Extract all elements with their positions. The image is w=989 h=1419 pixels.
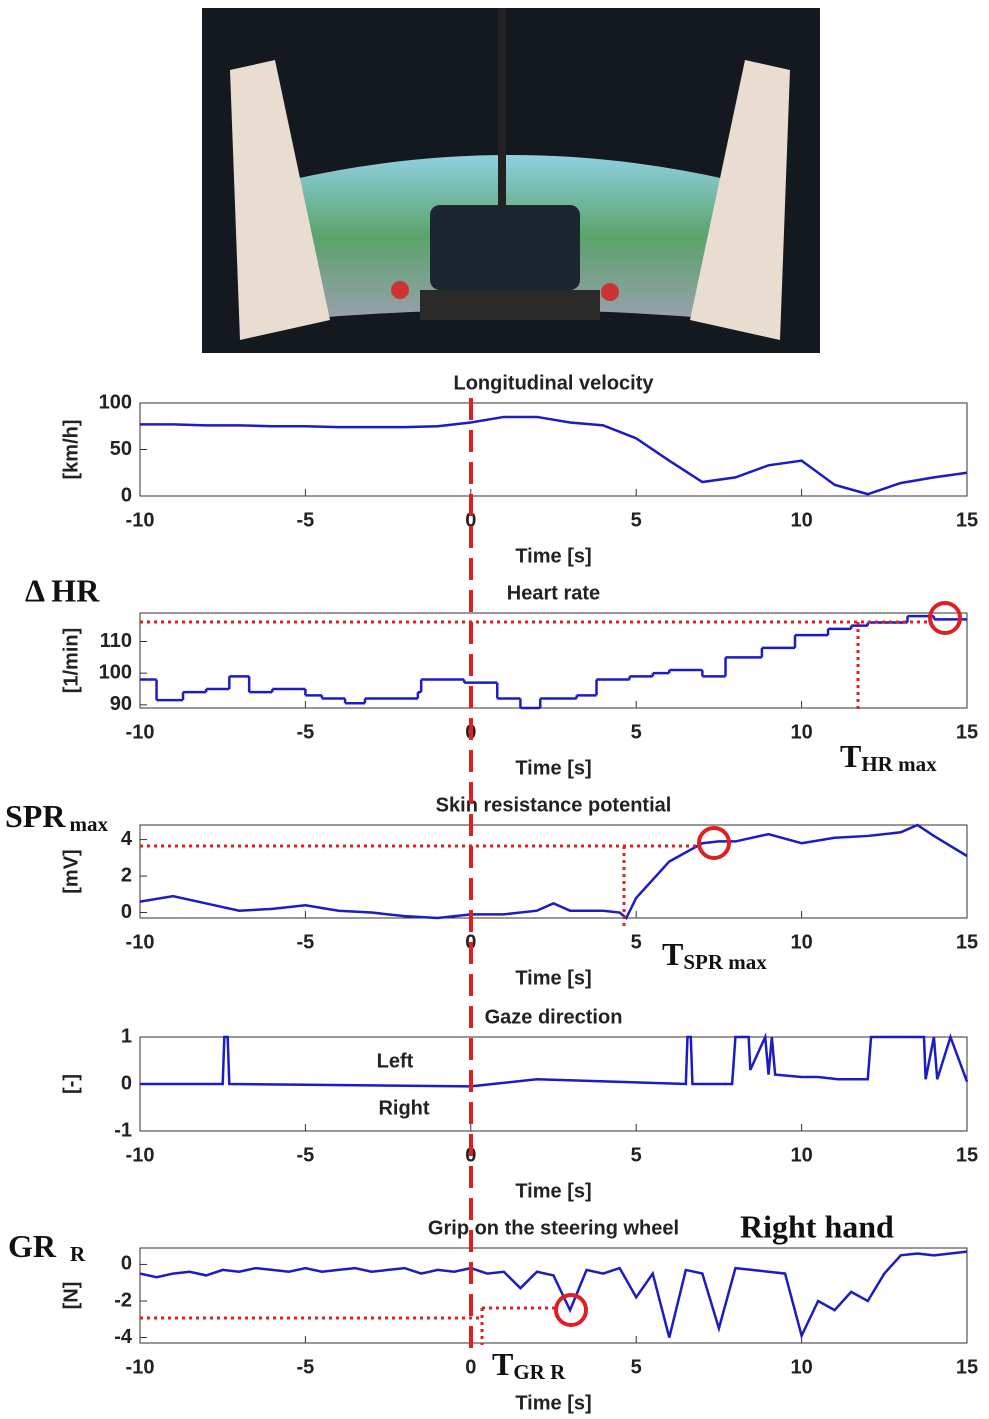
data-line [139,1250,968,1340]
x-tick-label: 5 [631,509,642,531]
chart: Grip on the steering wheel Time [s] [N] -10… [60,1217,978,1414]
chart: Skin resistance potential Time [s] [mV] -10… [60,794,978,989]
y-tick-label: 0 [121,1253,132,1275]
y-tick-label: 110 [100,630,132,652]
x-tick-label: 10 [790,721,812,743]
y-tick-label: 90 [110,693,132,715]
x-tick-label: -10 [126,1144,155,1166]
chart-title: Skin resistance potential [436,794,672,816]
plot-frame [139,402,968,497]
y-tick-label: -1 [114,1119,132,1141]
x-tick-label: 5 [631,721,642,743]
annotation: Right [378,1097,429,1119]
y-tick-label: 0 [121,901,132,923]
x-axis-label: Time [s] [515,757,591,779]
x-tick-label: 15 [956,1144,978,1166]
data-line [139,823,968,920]
y-tick-label: 0 [121,484,132,506]
x-axis-label: Time [s] [515,1392,591,1414]
plot-frame [139,612,968,709]
x-tick-label: 15 [956,721,978,743]
y-tick-label: 2 [121,864,132,886]
reference-lines [140,398,962,1352]
y-tick-label: 100 [99,391,132,413]
figure-label: Right hand [740,1208,894,1244]
figure-label: GR R [8,1228,86,1265]
y-tick-label: 1 [121,1025,132,1047]
y-tick-label: -2 [114,1289,132,1311]
x-tick-label: -5 [297,509,315,531]
x-tick-label: -5 [297,1144,315,1166]
x-tick-label: 10 [790,509,812,531]
figure-label: TGR R [492,1346,566,1383]
y-tick-label: 4 [121,828,133,850]
y-tick-label: 100 [99,661,132,683]
y-tick-label: 0 [121,1072,132,1094]
highlight-circle [928,601,962,635]
highlight-circle [697,826,731,860]
x-tick-label: 10 [790,1356,812,1378]
chart: Longitudinal velocity Time [s] [km/h] -10 -5… [60,372,978,567]
photo [202,8,820,353]
x-tick-label: 15 [956,1356,978,1378]
x-axis-label: Time [s] [515,967,591,989]
x-tick-label: -5 [297,931,315,953]
y-axis-label: [-] [60,1074,82,1094]
x-tick-label: 5 [631,931,642,953]
x-tick-label: 0 [465,1356,476,1378]
chart-title: Heart rate [507,582,600,604]
x-tick-label: 15 [956,509,978,531]
y-axis-label: [N] [60,1282,82,1310]
annotation: Left [377,1050,414,1072]
y-axis-label: [1/min] [60,628,82,694]
x-tick-label: -10 [126,721,155,743]
x-tick-label: 0 [465,509,476,531]
x-tick-label: 5 [631,1144,642,1166]
figure-label: THR max [840,738,937,775]
y-tick-label: -4 [114,1326,133,1348]
plot-frame [139,1247,968,1344]
x-axis-label: Time [s] [515,545,591,567]
data-line [140,1032,969,1088]
x-tick-label: -5 [297,1356,315,1378]
x-tick-label: -10 [126,931,155,953]
x-axis-label: Time [s] [515,1180,591,1202]
figure-label: TSPR max [662,936,767,973]
x-tick-label: 10 [790,931,812,953]
y-tick-label: 50 [110,438,132,460]
highlight-circle [554,1293,588,1327]
y-axis-label: [mV] [60,849,82,893]
chart-title: Longitudinal velocity [453,372,654,394]
y-axis-label: [km/h] [60,420,82,480]
x-tick-label: 5 [631,1356,642,1378]
chart-title: Gaze direction [485,1006,623,1028]
figure-label: SPR max [5,798,108,835]
data-line [140,415,968,496]
chart-title: Grip on the steering wheel [428,1217,679,1239]
x-tick-label: -10 [126,1356,155,1378]
x-tick-label: -10 [126,509,155,531]
figure-label: Δ HR [25,572,100,608]
x-tick-label: -5 [297,721,315,743]
x-tick-label: 15 [956,931,978,953]
x-tick-label: 10 [790,1144,812,1166]
